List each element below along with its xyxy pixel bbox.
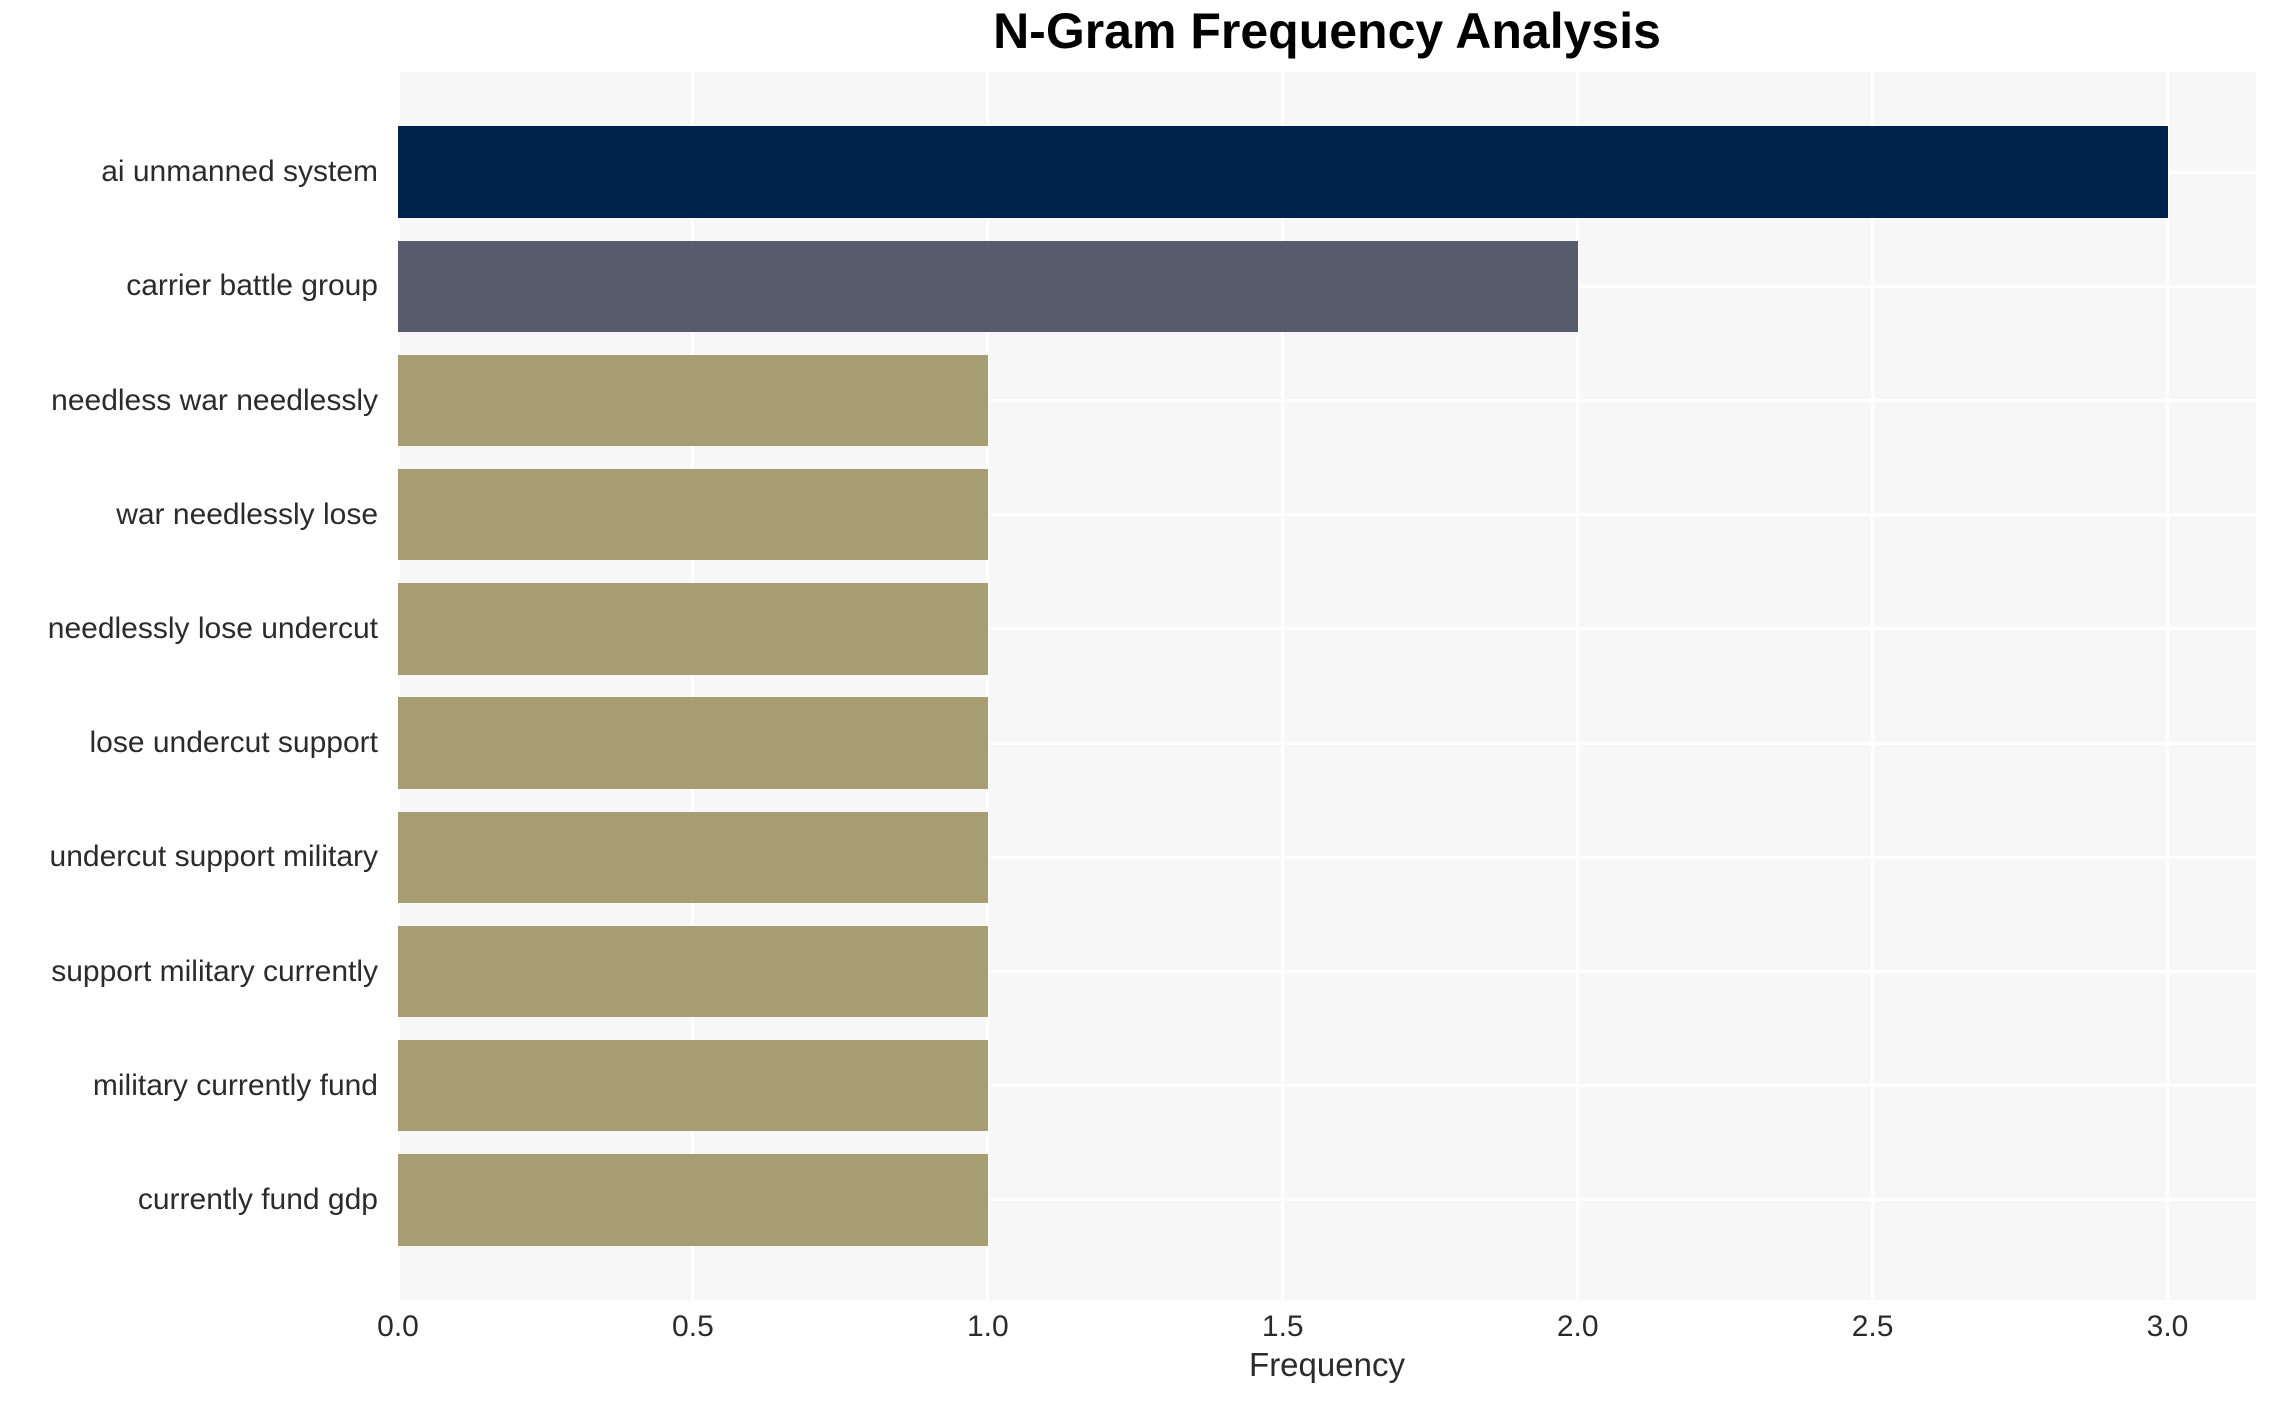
- horizontal-gridline: [398, 627, 2256, 631]
- plot-area: [396, 72, 2256, 1300]
- bar-ai-unmanned-system: [398, 126, 2168, 218]
- y-tick-label: war needlessly lose: [116, 497, 378, 531]
- bar-military-currently-fund: [398, 1040, 988, 1132]
- vertical-gridline: [1576, 72, 1580, 1300]
- bar-lose-undercut-support: [398, 697, 988, 789]
- bar-needless-war-needlessly: [398, 354, 988, 447]
- vertical-gridline: [986, 72, 990, 1300]
- x-tick-label: 3.0: [2146, 1310, 2189, 1343]
- x-tick-label: 2.5: [1851, 1310, 1894, 1343]
- y-tick-label: support military currently: [51, 954, 378, 988]
- bar-currently-fund-gdp: [398, 1154, 988, 1246]
- bar-undercut-support-military: [398, 811, 988, 903]
- y-tick-label: carrier battle group: [126, 269, 378, 303]
- vertical-gridline: [396, 72, 400, 1300]
- vertical-gridline: [2166, 72, 2170, 1300]
- x-tick-label: 1.5: [1261, 1310, 1304, 1343]
- y-tick-label: needlessly lose undercut: [47, 611, 378, 645]
- bar-war-needlessly-lose: [398, 469, 988, 561]
- horizontal-gridline: [398, 855, 2256, 859]
- x-axis-title: Frequency: [1249, 1346, 1405, 1383]
- x-tick-label: 2.0: [1556, 1310, 1599, 1343]
- y-axis-labels: ai unmanned system carrier battle group ne…: [0, 0, 388, 1402]
- x-tick-label: 1.0: [966, 1310, 1009, 1343]
- horizontal-gridline: [398, 1198, 2256, 1202]
- horizontal-gridline: [398, 1084, 2256, 1088]
- vertical-gridline: [691, 72, 695, 1300]
- x-tick-label: 0.5: [672, 1310, 714, 1343]
- horizontal-gridline: [398, 513, 2256, 517]
- vertical-gridline: [1281, 72, 1285, 1300]
- horizontal-gridline: [398, 741, 2256, 745]
- y-tick-label: lose undercut support: [89, 726, 378, 760]
- horizontal-gridline: [398, 970, 2256, 973]
- bar-support-military-currently: [398, 925, 988, 1018]
- y-tick-label: ai unmanned system: [101, 155, 378, 189]
- y-tick-label: currently fund gdp: [137, 1182, 378, 1216]
- bar-needlessly-lose-undercut: [398, 583, 988, 675]
- bar-carrier-battle-group: [398, 240, 1578, 332]
- vertical-gridline: [1871, 72, 1875, 1300]
- horizontal-gridline: [398, 399, 2256, 402]
- y-tick-label: military currently fund: [92, 1068, 378, 1102]
- chart-title: N-Gram Frequency Analysis: [993, 3, 1661, 59]
- y-tick-label: undercut support military: [49, 840, 378, 874]
- y-tick-label: needless war needlessly: [51, 383, 378, 417]
